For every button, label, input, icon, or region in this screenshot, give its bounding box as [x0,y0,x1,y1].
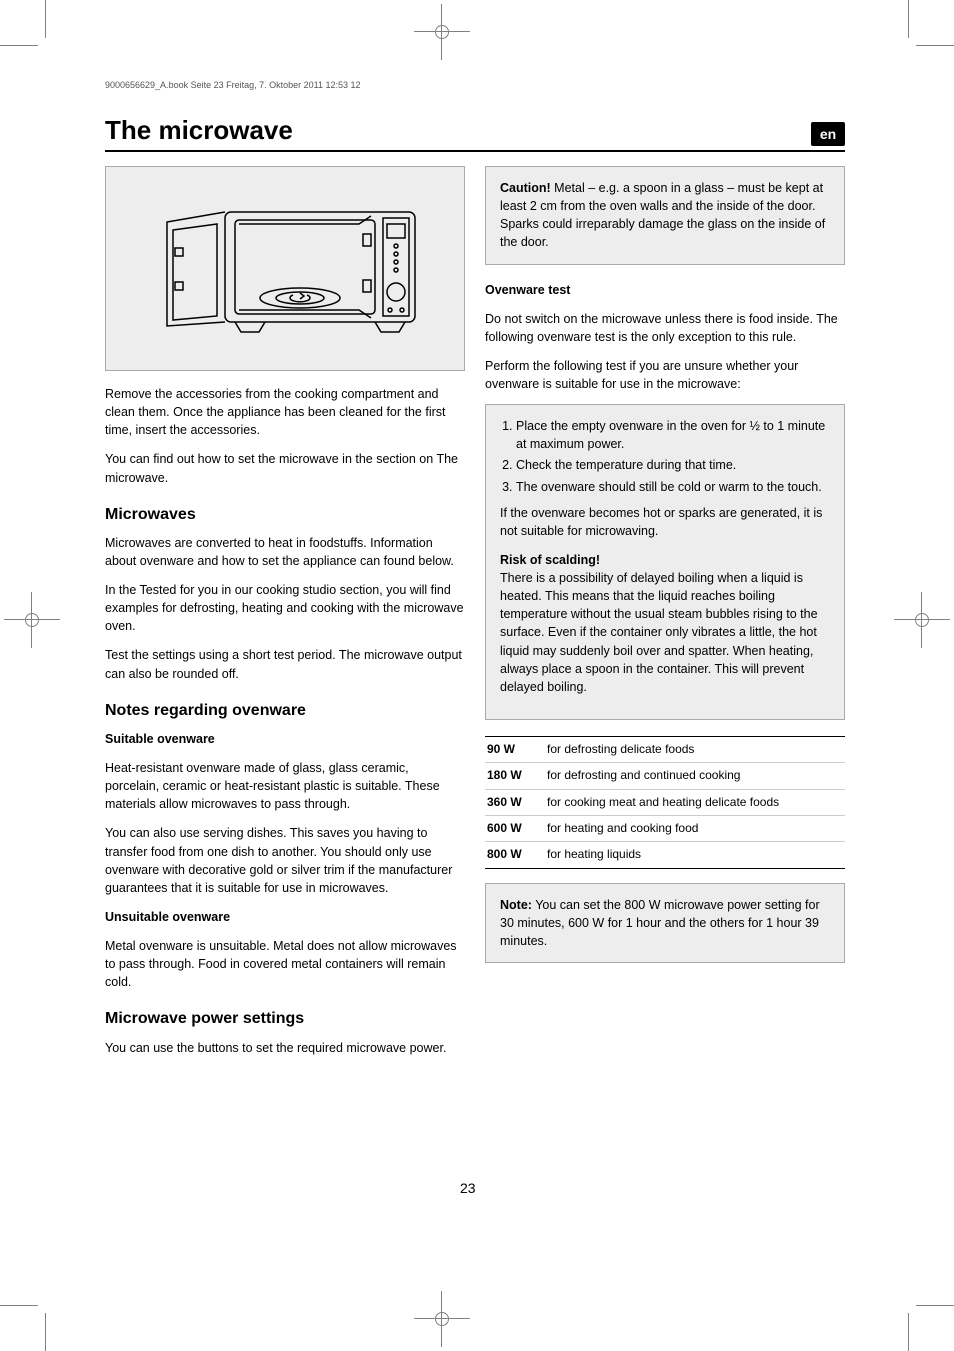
crop-mark [45,0,46,38]
content-area: The microwave en [105,115,845,1068]
note-box: Note: You can set the 800 W microwave po… [485,883,845,963]
table-row: 90 W for defrosting delicate foods [485,736,845,762]
microwave-illustration [105,166,465,371]
sub-heading: Ovenware test [485,283,570,297]
paragraph: Microwaves are converted to heat in food… [105,534,465,570]
cell: 90 W [487,742,515,756]
caution-box: Caution! Metal – e.g. a spoon in a glass… [485,166,845,265]
cell: 800 W [487,847,522,861]
footer-meta: 9000656629_A.book Seite 23 Freitag, 7. O… [105,80,845,90]
cell: 360 W [487,795,522,809]
note-text: You can set the 800 W microwave power se… [500,898,820,948]
right-column: Caution! Metal – e.g. a spoon in a glass… [485,166,845,1068]
paragraph: Remove the accessories from the cooking … [105,385,465,439]
section-heading: Microwave power settings [105,1007,465,1030]
footer-path-text: 9000656629_A.book Seite 23 Freitag, 7. O… [105,80,361,90]
paragraph: Metal ovenware is unsuitable. Metal does… [105,937,465,991]
registration-mark-icon [432,1309,452,1329]
crop-mark [908,0,909,38]
cell: for defrosting and continued cooking [545,763,845,789]
list-item: Place the empty ovenware in the oven for… [516,417,830,453]
cell: for defrosting delicate foods [545,736,845,762]
table-row: 360 W for cooking meat and heating delic… [485,789,845,815]
registration-mark-icon [22,610,42,630]
page-title: The microwave [105,115,293,146]
crop-mark [916,45,954,46]
section-heading: Notes regarding ovenware [105,699,465,722]
title-row: The microwave en [105,115,845,152]
cell: 180 W [487,768,522,782]
crop-mark [916,1305,954,1306]
cell: 600 W [487,821,522,835]
section-heading: Microwaves [105,503,465,526]
registration-mark-icon [912,610,932,630]
two-column-layout: Remove the accessories from the cooking … [105,166,845,1068]
paragraph: You can find out how to set the microwav… [105,450,465,486]
crop-mark [0,45,38,46]
crop-mark [0,1305,38,1306]
cell: for cooking meat and heating delicate fo… [545,789,845,815]
sub-heading: Suitable ovenware [105,732,215,746]
note-lead: Note: [500,898,532,912]
paragraph: You can also use serving dishes. This sa… [105,824,465,897]
crop-mark [908,1313,909,1351]
paragraph: In the Tested for you in our cooking stu… [105,581,465,635]
paragraph: If the ovenware becomes hot or sparks ar… [500,504,830,540]
page-root: 9000656629_A.book Seite 23 Freitag, 7. O… [0,0,954,1351]
list-item: Check the temperature during that time. [516,456,830,474]
cell: for heating liquids [545,842,845,868]
paragraph: Perform the following test if you are un… [485,357,845,393]
paragraph: Do not switch on the microwave unless th… [485,310,845,346]
warning-lead: Risk of scalding! [500,553,600,567]
crop-mark [45,1313,46,1351]
cell: for heating and cooking food [545,816,845,842]
paragraph: Test the settings using a short test per… [105,646,465,682]
warning-text: There is a possibility of delayed boilin… [500,571,818,694]
table-row: 800 W for heating liquids [485,842,845,868]
table-row: 600 W for heating and cooking food [485,816,845,842]
table-row: 180 W for defrosting and continued cooki… [485,763,845,789]
left-column: Remove the accessories from the cooking … [105,166,465,1068]
registration-mark-icon [432,22,452,42]
paragraph: Heat-resistant ovenware made of glass, g… [105,759,465,813]
warning-box: Place the empty ovenware in the oven for… [485,404,845,720]
page-number: 23 [460,1180,476,1196]
language-badge: en [811,122,845,146]
sub-heading: Unsuitable ovenware [105,910,230,924]
microwave-icon [145,194,425,344]
ovenware-test-steps: Place the empty ovenware in the oven for… [500,417,830,496]
list-item: The ovenware should still be cold or war… [516,478,830,496]
paragraph: You can use the buttons to set the requi… [105,1039,465,1057]
power-settings-table: 90 W for defrosting delicate foods 180 W… [485,736,845,869]
caution-lead: Caution! [500,181,551,195]
